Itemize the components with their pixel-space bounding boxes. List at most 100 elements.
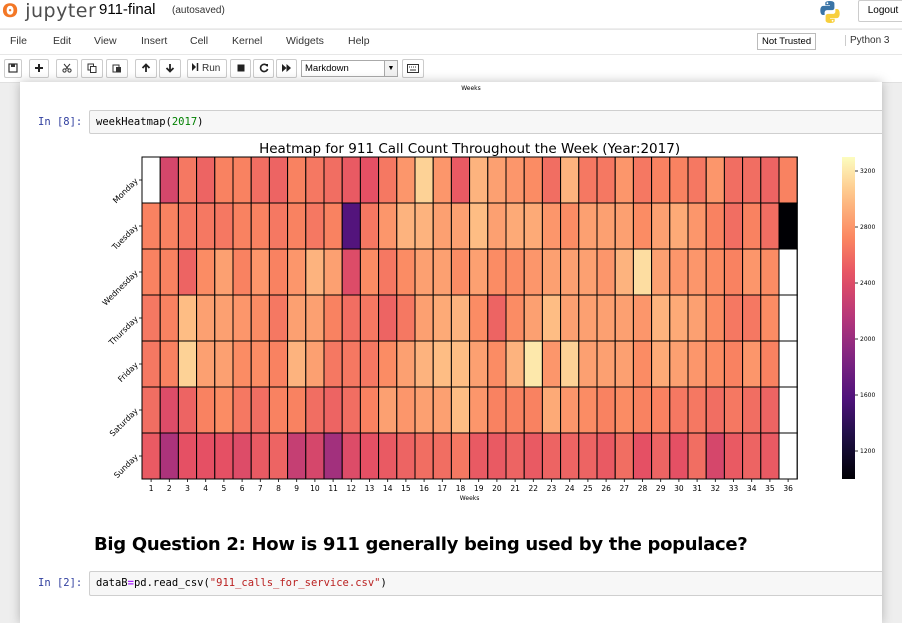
heatmap-cell [323, 294, 343, 342]
heatmap-cell [305, 294, 325, 342]
menu-help[interactable]: Help [348, 35, 370, 47]
heatmap-cell [196, 432, 216, 480]
heatmap-cell [541, 248, 562, 296]
run-button[interactable]: Run [187, 59, 227, 78]
heatmap-cell [687, 294, 707, 342]
menu-cell[interactable]: Cell [190, 35, 209, 47]
heatmap-cell [287, 340, 307, 388]
heatmap-cell [432, 156, 452, 204]
heatmap-cell [268, 432, 289, 480]
menu-view[interactable]: View [94, 35, 117, 47]
x-tick-label: 18 [456, 484, 466, 493]
heatmap-cell [614, 248, 634, 296]
heatmap-cell [632, 156, 653, 204]
x-tick-label: 12 [347, 484, 357, 493]
trust-status-button[interactable]: Not Trusted [757, 33, 817, 50]
y-tick-label: Monday [111, 176, 140, 205]
x-axis-label: Weeks [460, 495, 480, 502]
heatmap-cell [687, 156, 707, 204]
x-tick-label: 30 [674, 484, 684, 493]
heatmap-cell [632, 294, 653, 342]
colorbar [842, 157, 855, 479]
heatmap-cell [687, 340, 707, 388]
heatmap-cell [177, 294, 198, 342]
heatmap-cell [614, 202, 634, 250]
cut-button[interactable] [56, 59, 78, 78]
code-token: ) [380, 577, 387, 589]
heatmap-cell [214, 156, 234, 204]
heatmap-cell [596, 156, 616, 204]
heatmap-cell [705, 156, 725, 204]
heatmap-cell [669, 386, 689, 434]
heatmap-cell [505, 156, 525, 204]
heatmap-cell [378, 432, 398, 480]
heatmap-cell [614, 340, 634, 388]
heatmap-cell [778, 340, 798, 388]
heatmap-cell [450, 432, 471, 480]
code-token: 2017 [171, 116, 198, 128]
restart-icon [259, 63, 268, 73]
x-tick-label: 33 [729, 484, 739, 493]
restart-run-all-button[interactable] [276, 59, 297, 78]
heatmap-cell [651, 156, 671, 204]
heatmap-cell [614, 156, 634, 204]
cell-type-select[interactable]: Markdown ▼ [301, 60, 398, 77]
copy-button[interactable] [81, 59, 103, 78]
heatmap-cell [450, 248, 471, 296]
heatmap-cell [523, 294, 543, 342]
code-cell-input[interactable]: dataB=pd.read_csv("911_calls_for_service… [89, 571, 882, 596]
heatmap-cell [414, 294, 434, 342]
code-token: weekHeatmap( [96, 116, 172, 128]
heatmap-cell [505, 294, 525, 342]
heatmap-cell [523, 340, 543, 388]
heatmap-cell [651, 340, 671, 388]
heatmap-cell [760, 294, 780, 342]
markdown-heading: Big Question 2: How is 911 generally bei… [94, 534, 748, 555]
paste-icon [112, 64, 121, 73]
heatmap-cell [632, 340, 653, 388]
insert-cell-button[interactable] [29, 59, 49, 78]
notebook-container[interactable]: Weeks Heatmap for 911 Call Count Through… [20, 82, 882, 623]
notebook-name[interactable]: 911-final [99, 1, 156, 18]
arrow-down-icon [165, 64, 175, 73]
paste-button[interactable] [106, 59, 128, 78]
x-tick-label: 14 [383, 484, 393, 493]
menu-file[interactable]: File [10, 35, 27, 47]
menu-widgets[interactable]: Widgets [286, 35, 324, 47]
heatmap-cell [250, 156, 270, 204]
heatmap-cell [723, 156, 744, 204]
heatmap-cell [505, 340, 525, 388]
menu-edit[interactable]: Edit [53, 35, 72, 47]
heatmap-cell [323, 432, 343, 480]
interrupt-button[interactable] [230, 59, 251, 78]
x-tick-label: 24 [565, 484, 575, 493]
x-tick-label: 16 [419, 484, 429, 493]
x-tick-label: 7 [258, 484, 263, 493]
heatmap-cell [596, 340, 616, 388]
heatmap-cell [141, 386, 161, 434]
logout-button[interactable]: Logout [858, 0, 902, 22]
menu-kernel[interactable]: Kernel [232, 35, 263, 47]
heatmap-cell [414, 248, 434, 296]
heatmap-cell [723, 248, 744, 296]
move-up-button[interactable] [135, 59, 157, 78]
heatmap-cell [450, 202, 471, 250]
restart-button[interactable] [253, 59, 274, 78]
heatmap-cell [705, 340, 725, 388]
heatmap-cell [687, 248, 707, 296]
save-button[interactable] [4, 59, 22, 78]
x-tick-label: 35 [765, 484, 775, 493]
x-tick-label: 17 [438, 484, 448, 493]
heatmap-cell [541, 432, 562, 480]
menu-insert[interactable]: Insert [141, 35, 168, 47]
previous-output-xlabel: Weeks [461, 85, 481, 92]
heatmap-cell [214, 202, 234, 250]
heatmap-cell [287, 432, 307, 480]
heatmap-cell [396, 202, 416, 250]
heatmap-cell [596, 202, 616, 250]
jupyter-logo[interactable]: ʘ jupyter [2, 0, 96, 22]
command-palette-button[interactable] [402, 59, 424, 78]
move-down-button[interactable] [159, 59, 181, 78]
notebook-header: ʘ jupyter 911-final (autosaved) Logout [0, 0, 902, 28]
code-cell-input[interactable]: weekHeatmap(2017) [89, 110, 882, 134]
